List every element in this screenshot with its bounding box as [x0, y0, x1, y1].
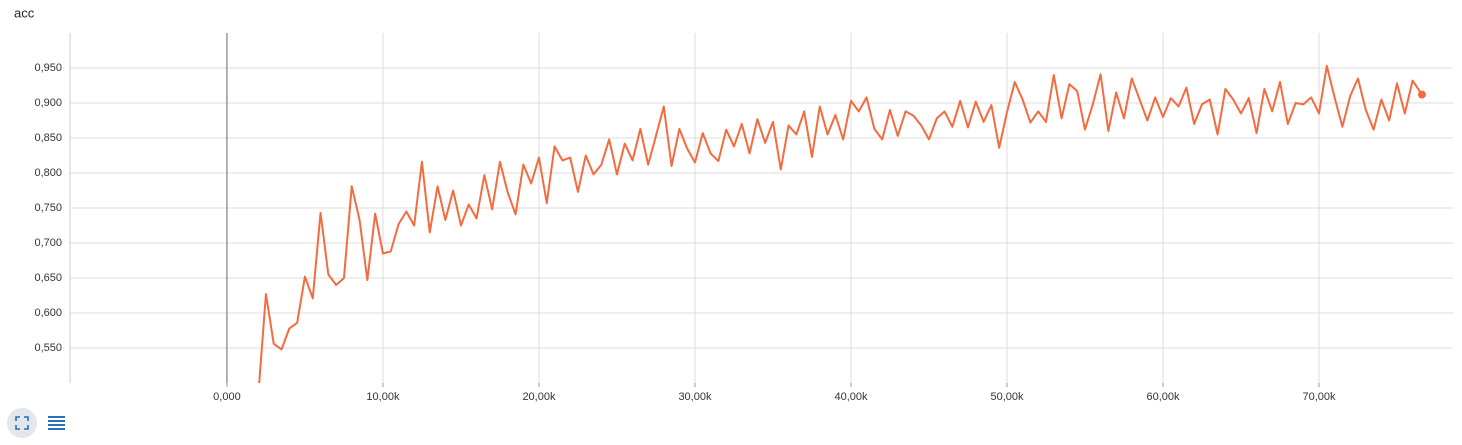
- x-tick-label: 0,000: [213, 391, 241, 403]
- x-tick-label: 30,00k: [678, 391, 712, 403]
- icon-bar: [48, 420, 65, 422]
- y-tick-label: 0,600: [34, 307, 62, 319]
- y-tick-label: 0,900: [34, 97, 62, 109]
- x-tick-label: 60,00k: [1146, 391, 1180, 403]
- fit-domain-button[interactable]: [7, 408, 37, 438]
- x-tick-label: 20,00k: [522, 391, 556, 403]
- grid: [70, 33, 1453, 383]
- icon-bar: [48, 424, 65, 426]
- chart-title: acc: [14, 5, 35, 20]
- icon-bar: [48, 416, 65, 418]
- x-tick-label: 10,00k: [366, 391, 400, 403]
- last-point: [1417, 90, 1426, 99]
- y-tick-label: 0,550: [34, 342, 62, 354]
- x-tick-label: 70,00k: [1302, 391, 1336, 403]
- y-tick-label: 0,650: [34, 272, 62, 284]
- fit-icon: [15, 416, 29, 430]
- x-tick-label: 40,00k: [834, 391, 868, 403]
- y-tick-label: 0,850: [34, 132, 62, 144]
- data-table-button[interactable]: [48, 416, 65, 430]
- y-tick-label: 0,950: [34, 62, 62, 74]
- y-tick-label: 0,750: [34, 202, 62, 214]
- icon-bar: [48, 428, 65, 430]
- y-tick-label: 0,700: [34, 237, 62, 249]
- x-tick-label: 50,00k: [990, 391, 1024, 403]
- plot-area: [258, 64, 1426, 383]
- series-line: [258, 64, 1423, 383]
- y-tick-label: 0,800: [34, 167, 62, 179]
- button-bg: [7, 408, 37, 438]
